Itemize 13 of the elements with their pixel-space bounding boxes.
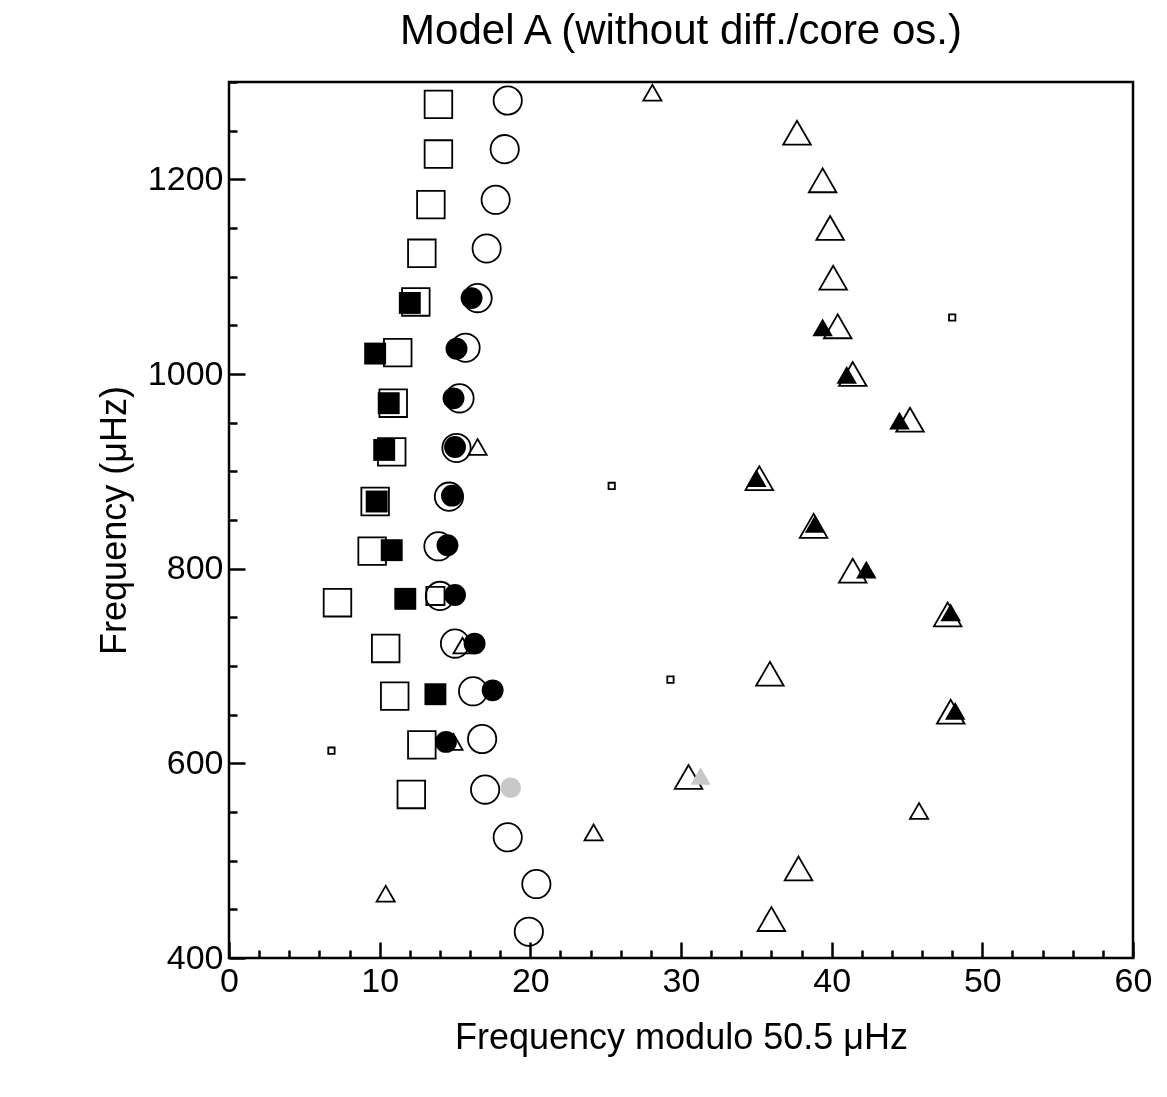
y-axis-title: Frequency (μHz): [92, 386, 134, 655]
x-tick-label: 10: [361, 960, 400, 999]
x-tick-label: 30: [662, 960, 701, 999]
x-tick-label: 20: [511, 960, 550, 999]
x-tick-label: 50: [963, 960, 1002, 999]
y-tick-label: 800: [166, 548, 224, 587]
y-tick-label: 600: [166, 742, 224, 781]
y-tick-label: 1200: [147, 158, 224, 197]
chart-title: Model A (without diff./core os.): [400, 6, 962, 53]
x-tick-label: 60: [1114, 960, 1153, 999]
y-tick-label: 1000: [147, 353, 224, 392]
x-tick-label: 40: [813, 960, 852, 999]
x-axis-title: Frequency modulo 50.5 μHz: [455, 1015, 908, 1057]
